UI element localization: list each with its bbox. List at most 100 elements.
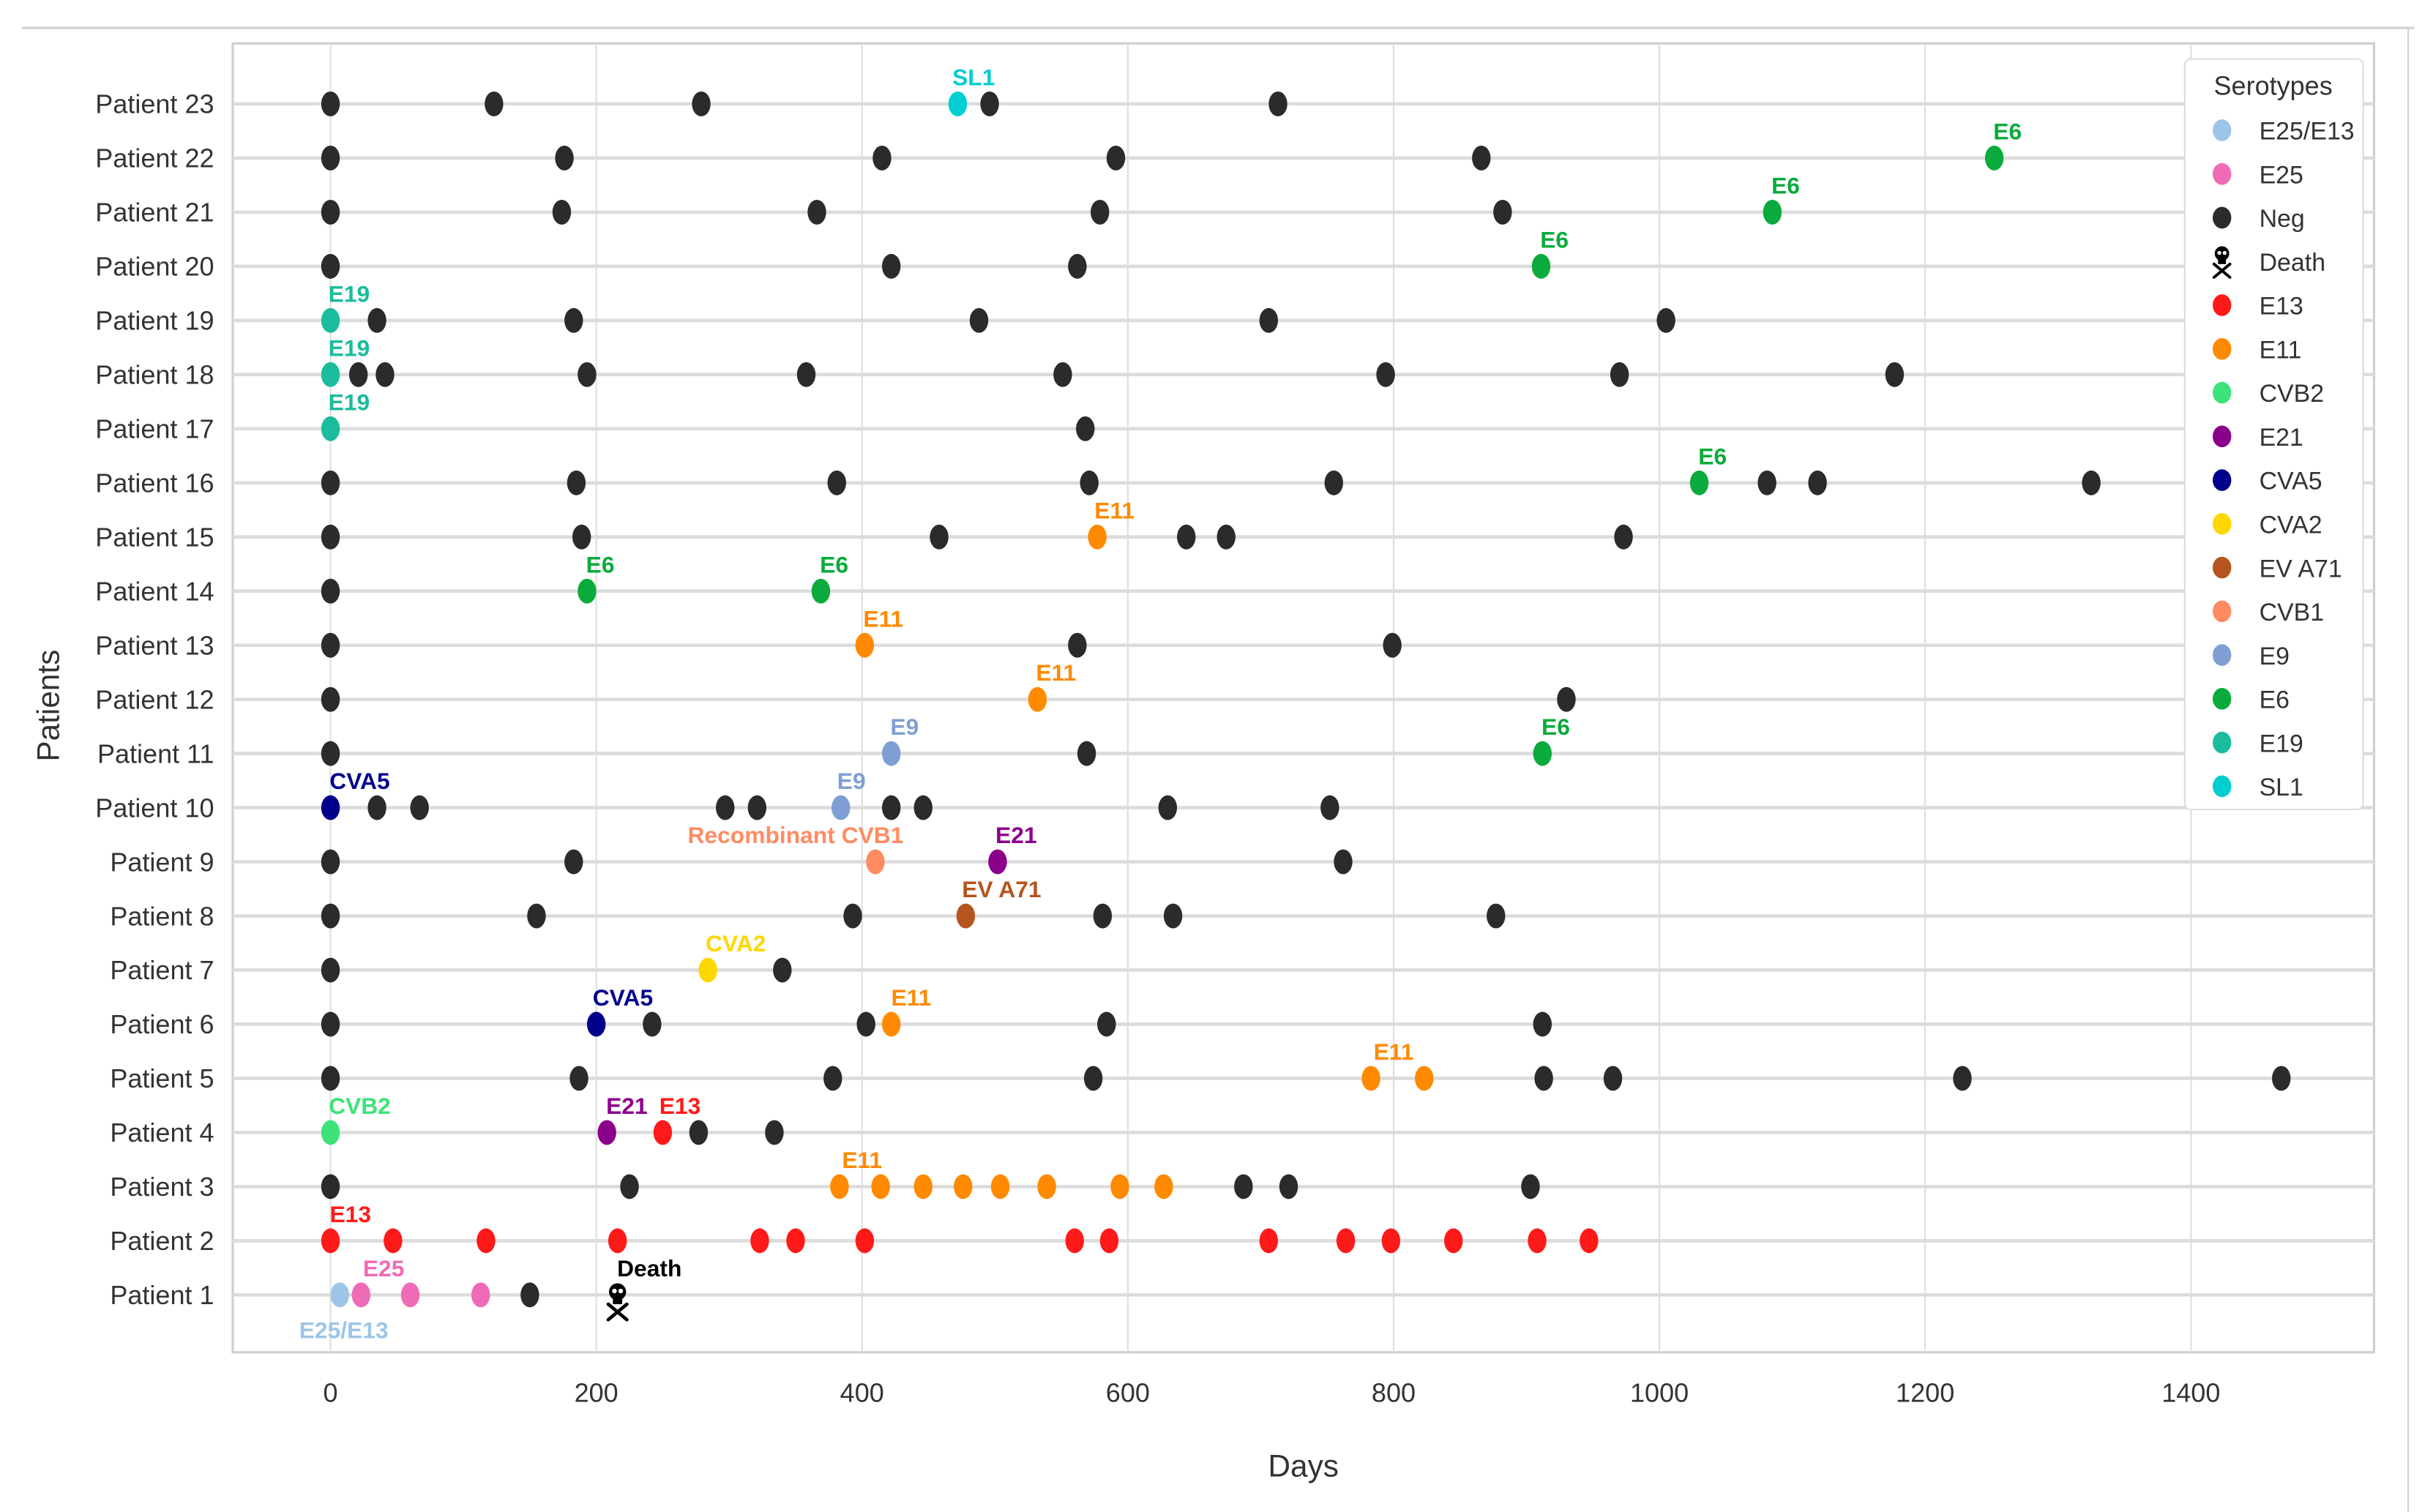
point-annotation: E11 [892, 984, 932, 1011]
y-tick-label: Patient 21 [95, 198, 214, 228]
data-point-e9 [831, 795, 851, 820]
data-point-neg [1068, 632, 1087, 658]
data-point-neg [572, 524, 591, 550]
point-annotation: E6 [1541, 714, 1570, 740]
data-point-neg [321, 91, 340, 116]
legend-label: CVB2 [2260, 380, 2325, 408]
data-point-neg [485, 91, 504, 116]
point-annotation: CVA2 [706, 930, 766, 957]
data-point-e6 [1689, 470, 1709, 495]
data-point-neg [913, 795, 933, 820]
data-point-cva5 [321, 795, 340, 820]
data-point-neg [1068, 253, 1087, 279]
data-point-neg [321, 199, 340, 225]
point-annotation: E25/E13 [299, 1317, 389, 1344]
data-point-e11 [1088, 524, 1107, 550]
y-tick-label: Patient 6 [110, 1009, 214, 1039]
y-tick-label: Patient 14 [95, 576, 214, 606]
point-annotation: SL1 [952, 64, 995, 91]
data-point-e6 [1531, 253, 1551, 279]
data-point-e13 [653, 1120, 673, 1145]
data-point-neg [1053, 362, 1072, 387]
data-point-neg [567, 470, 586, 495]
data-point-neg [321, 632, 340, 658]
y-tick-label: Patient 20 [95, 252, 214, 282]
data-point-neg [348, 362, 368, 387]
data-point-neg [856, 1011, 875, 1037]
point-annotation: E25 [363, 1255, 405, 1281]
data-point-neg [321, 470, 340, 495]
legend-label: CVA5 [2260, 468, 2322, 495]
data-point-neg [689, 1120, 709, 1145]
point-annotation: E11 [1094, 497, 1135, 523]
data-point-neg [980, 91, 999, 116]
data-point-neg [527, 903, 546, 929]
point-annotation: E13 [329, 1201, 371, 1227]
data-point-e13 [1336, 1228, 1356, 1254]
data-point-neg [1259, 307, 1279, 333]
data-point-neg [1076, 416, 1095, 441]
legend-label: E25 [2260, 161, 2303, 189]
data-point-neg [2082, 470, 2101, 495]
data-point-neg [1077, 741, 1096, 766]
data-point-neg [1091, 199, 1110, 225]
y-tick-label: Patient 13 [95, 630, 214, 660]
legend-label: CVB1 [2260, 599, 2325, 626]
data-point-neg [1158, 795, 1178, 820]
legend-marker [2212, 556, 2232, 579]
data-point-neg [1163, 903, 1183, 929]
x-tick-label: 800 [1372, 1378, 1416, 1408]
data-point-neg [367, 795, 386, 820]
y-tick-label: Patient 10 [95, 793, 214, 823]
data-point-e11 [1361, 1066, 1380, 1091]
data-point-neg [1177, 524, 1196, 550]
legend-marker [2212, 600, 2232, 623]
y-tick-label: Patient 18 [95, 360, 214, 390]
y-tick-label: Patient 7 [110, 955, 214, 985]
data-point-neg [930, 524, 949, 550]
data-point-neg [881, 795, 901, 820]
data-point-neg [620, 1174, 639, 1200]
data-point-e19 [321, 307, 340, 333]
data-point-neg [520, 1282, 539, 1308]
data-point-e13 [608, 1228, 627, 1254]
data-point-neg [1093, 903, 1113, 929]
data-point-e13 [1065, 1228, 1084, 1254]
point-annotation: EV A71 [962, 876, 1041, 902]
x-tick-label: 0 [324, 1378, 338, 1408]
data-point-neg [1279, 1174, 1298, 1200]
y-tick-label: Patient 17 [95, 414, 214, 444]
data-point-neg [1493, 199, 1512, 225]
x-tick-label: 1000 [1630, 1378, 1689, 1408]
y-tick-label: Patient 22 [95, 143, 214, 173]
data-point-neg [1487, 903, 1506, 929]
point-annotation: E11 [1374, 1038, 1414, 1065]
data-point-neg [747, 795, 767, 820]
data-point-e6 [578, 578, 597, 604]
data-point-e13 [855, 1228, 875, 1254]
point-annotation: E6 [1540, 226, 1569, 252]
data-point-neg [1472, 145, 1491, 171]
data-point-neg [1521, 1174, 1540, 1200]
data-point-e25-e13 [330, 1282, 349, 1308]
data-point-neg [1083, 1066, 1103, 1091]
legend-marker [2212, 206, 2232, 229]
data-point-e13 [1528, 1228, 1547, 1254]
data-point-e13 [384, 1228, 403, 1254]
data-point-neg [321, 1011, 340, 1037]
data-point-neg [773, 957, 792, 983]
point-annotation: E19 [329, 389, 370, 415]
data-point-neg [321, 957, 340, 983]
point-annotation: E19 [329, 334, 370, 361]
data-point-neg [1320, 795, 1339, 820]
y-tick-label: Patient 5 [110, 1063, 214, 1093]
data-point-neg [796, 362, 816, 387]
data-point-neg [1534, 1066, 1553, 1091]
data-point-e13 [476, 1228, 496, 1254]
data-point-e11 [871, 1174, 890, 1200]
data-point-e6 [1533, 741, 1552, 766]
point-annotation: E9 [837, 768, 866, 794]
y-tick-label: Patient 12 [95, 684, 214, 714]
data-point-e11 [855, 632, 875, 658]
y-tick-label: Patient 4 [110, 1118, 214, 1148]
